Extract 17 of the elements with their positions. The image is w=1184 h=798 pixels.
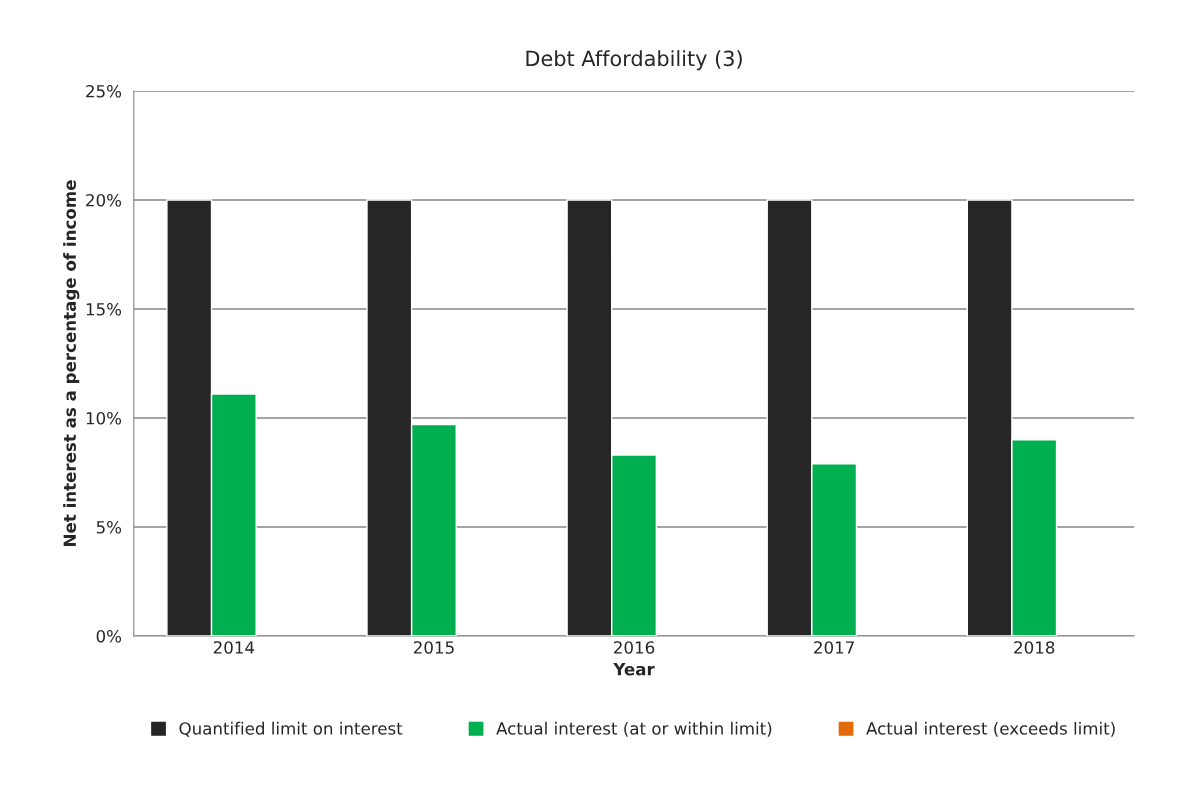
y-tick-label: 15% bbox=[86, 302, 122, 316]
x-axis-title: Year bbox=[613, 663, 655, 676]
x-tick-label: 2015 bbox=[413, 641, 454, 654]
y-tick-label: 5% bbox=[96, 520, 122, 534]
y-axis-title: Net interest as a percentage of income bbox=[63, 180, 80, 546]
y-tick-label: 20% bbox=[86, 193, 122, 207]
x-tick-label: 2016 bbox=[614, 641, 655, 654]
x-tick-label: 2014 bbox=[213, 641, 255, 654]
chart-title: Debt Affordability (3) bbox=[526, 50, 742, 71]
y-tick-label: 0% bbox=[96, 629, 122, 643]
legend-label: Actual interest (exceeds limit) bbox=[866, 721, 1115, 737]
legend-label: Quantified limit on interest bbox=[179, 721, 403, 737]
legend-label: Actual interest (at or within limit) bbox=[496, 721, 772, 737]
x-tick-label: 2018 bbox=[1014, 641, 1055, 654]
y-tick-label: 10% bbox=[86, 411, 122, 425]
y-tick-label: 25% bbox=[86, 84, 122, 98]
x-tick-label: 2017 bbox=[814, 641, 854, 654]
